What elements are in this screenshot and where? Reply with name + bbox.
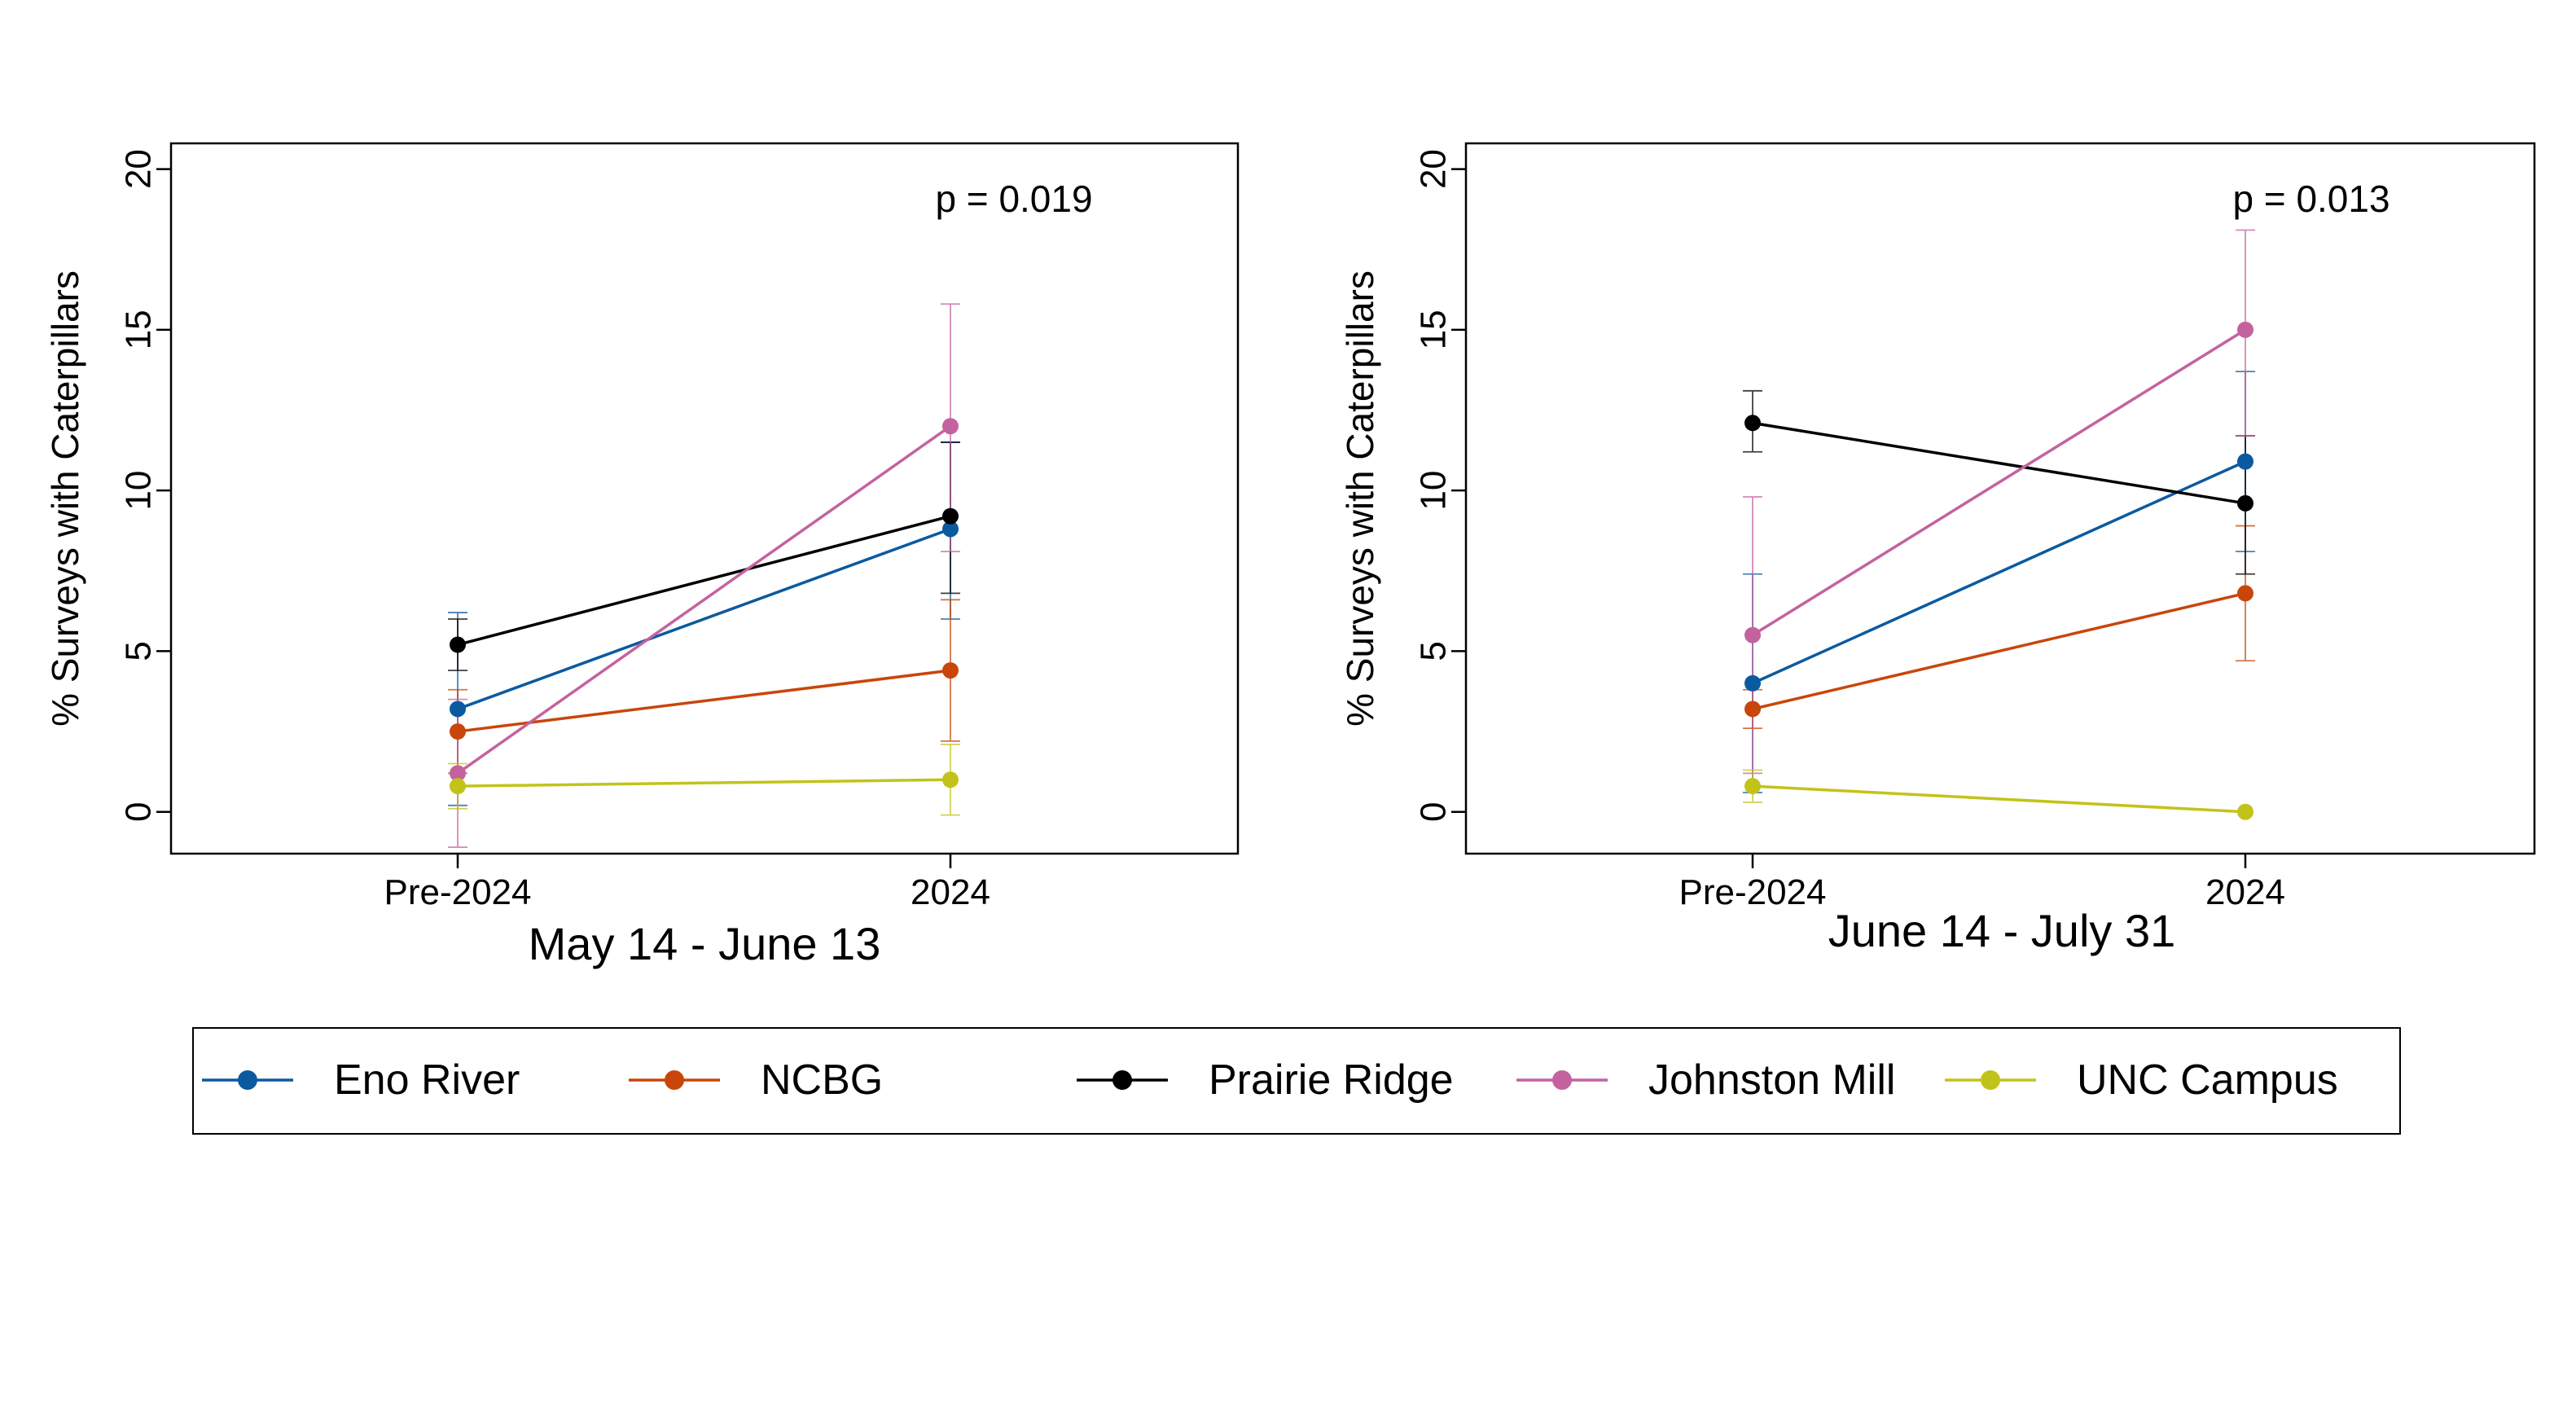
data-point-johnston-mill-0: [450, 765, 466, 782]
legend-marker: [1981, 1070, 2000, 1090]
y-tick-label: 10: [119, 471, 159, 511]
data-point-ncbg-1: [942, 662, 959, 679]
series-line-eno-river: [457, 527, 951, 711]
y-axis-label: % Surveys with Caterpillars: [1339, 270, 1381, 727]
data-point-unc-campus-0: [450, 778, 466, 795]
y-tick-label: 10: [1414, 471, 1454, 511]
legend-marker: [665, 1070, 684, 1090]
legend-item-prairie-ridge: Prairie Ridge: [1077, 1056, 1454, 1104]
data-point-johnston-mill-1: [2237, 321, 2253, 338]
series-line-unc-campus: [1752, 784, 2246, 814]
data-point-prairie-ridge-0: [450, 636, 466, 653]
legend-item-ncbg: NCBG: [629, 1056, 883, 1104]
legend-marker: [238, 1070, 257, 1090]
series-line-ncbg: [1752, 591, 2246, 711]
y-tick-label: 0: [1414, 802, 1454, 821]
data-point-ncbg-0: [450, 723, 466, 740]
data-point-johnston-mill-0: [1744, 626, 1761, 643]
data-point-eno-river-0: [450, 700, 466, 718]
y-tick-label: 20: [1414, 149, 1454, 189]
y-tick-label: 5: [119, 641, 159, 661]
x-tick-label: Pre-2024: [1679, 872, 1826, 912]
legend-item-eno-river: Eno River: [202, 1056, 520, 1104]
x-tick-label: 2024: [911, 872, 990, 912]
y-tick-label: 0: [119, 802, 159, 821]
series-line-eno-river: [1752, 460, 2246, 685]
x-axis: Pre-2024 2024: [1679, 854, 2285, 912]
y-tick-label: 5: [1414, 641, 1454, 661]
series-line-unc-campus: [457, 778, 951, 788]
x-axis: Pre-2024 2024: [384, 854, 990, 912]
data-point-ncbg-0: [1744, 700, 1761, 718]
legend-label: Prairie Ridge: [1209, 1056, 1454, 1104]
y-axis: 0 5 10 15 20: [1414, 149, 1466, 822]
y-axis: 0 5 10 15 20: [119, 149, 171, 822]
legend-marker: [1552, 1070, 1572, 1090]
chart-panel-june-july: 0 5 10 15 20 Pre-2024 2024 % Surveys with Cat…: [1339, 142, 2536, 956]
data-point-prairie-ridge-1: [2237, 494, 2253, 512]
chart-panel-may-june: 0 5 10 15 20 Pre-2024 2024 % Surveys with Cat…: [44, 142, 1240, 969]
y-tick-label: 15: [119, 310, 159, 349]
x-tick-label: 2024: [2205, 872, 2285, 912]
series-line-prairie-ridge: [1752, 421, 2246, 505]
p-value-annotation: p = 0.019: [935, 178, 1092, 220]
series-line-johnston-mill: [1752, 328, 2246, 637]
plot-frame: [169, 142, 1240, 855]
legend-label: Eno River: [334, 1056, 520, 1104]
data-point-unc-campus-1: [942, 771, 959, 788]
data-point-ncbg-1: [2237, 585, 2253, 602]
x-tick-label: Pre-2024: [384, 872, 531, 912]
panel-title: May 14 - June 13: [529, 918, 881, 969]
series-line-ncbg: [457, 669, 951, 733]
y-axis-label: % Surveys with Caterpillars: [44, 270, 86, 727]
series-layer: [1743, 229, 2255, 820]
series-layer: [448, 303, 960, 849]
legend-marker: [1112, 1070, 1132, 1090]
legend-label: Johnston Mill: [1648, 1056, 1895, 1104]
plot-frame: [1464, 142, 2536, 855]
y-tick-label: 15: [1414, 310, 1454, 349]
data-point-unc-campus-0: [1744, 778, 1761, 795]
series-line-prairie-ridge: [457, 515, 951, 647]
legend-item-unc-campus: UNC Campus: [1945, 1056, 2338, 1104]
legend-label: UNC Campus: [2077, 1056, 2338, 1104]
data-point-prairie-ridge-1: [942, 507, 959, 525]
p-value-annotation: p = 0.013: [2232, 178, 2389, 220]
series-line-johnston-mill: [456, 424, 952, 775]
legend-item-johnston-mill: Johnston Mill: [1516, 1056, 1895, 1104]
data-point-eno-river-1: [942, 520, 959, 538]
data-point-eno-river-0: [1744, 674, 1761, 692]
data-point-eno-river-1: [2237, 453, 2253, 470]
data-point-unc-campus-1: [2237, 803, 2253, 820]
data-point-johnston-mill-1: [942, 418, 959, 435]
y-tick-label: 20: [119, 149, 159, 189]
data-point-prairie-ridge-0: [1744, 415, 1761, 432]
legend: Eno River NCBG Prairie Ridge Johnston Mill U…: [192, 1027, 2401, 1135]
legend-label: NCBG: [761, 1056, 883, 1104]
panel-title: June 14 - July 31: [1828, 905, 2175, 956]
